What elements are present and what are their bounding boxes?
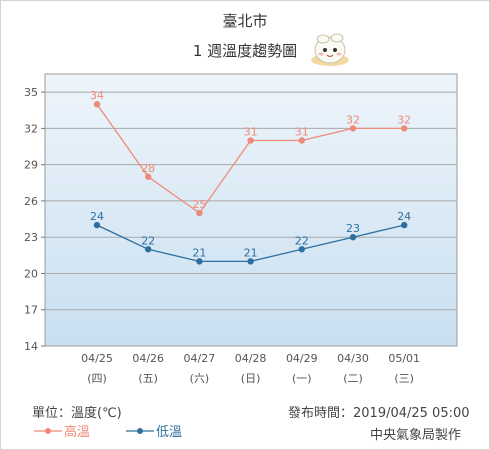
data-point	[93, 101, 101, 108]
y-axis-ticks: 14 17 20 23 26 29 32 35	[24, 86, 45, 353]
data-point	[247, 258, 254, 265]
data-point	[145, 173, 152, 180]
data-point	[196, 209, 203, 217]
plot-area	[44, 73, 458, 347]
y-tick-label: 20	[24, 267, 38, 280]
y-tick-label: 23	[24, 231, 38, 244]
y-tick-label: 32	[24, 122, 38, 135]
x-tick-weekday: (日)	[241, 372, 261, 385]
data-point	[349, 234, 357, 241]
data-label: 22	[295, 234, 309, 247]
x-tick-label: 04/29	[286, 352, 318, 365]
x-tick-label: 04/26	[132, 352, 164, 365]
data-label: 31	[295, 125, 309, 138]
x-tick-label: 04/28	[235, 352, 267, 365]
unit-label: 單位：溫度(℃)	[32, 406, 122, 421]
issued-time: 發布時間：2019/04/25 05:00	[288, 406, 470, 421]
data-label: 31	[244, 125, 258, 138]
data-label: 34	[90, 89, 104, 102]
x-tick-label: 04/27	[184, 352, 216, 365]
data-label: 28	[141, 162, 155, 175]
data-point	[401, 125, 408, 132]
data-label: 22	[141, 234, 155, 247]
x-tick-label: 04/25	[81, 352, 113, 365]
data-label: 23	[346, 222, 360, 235]
legend-low-label: 低溫	[156, 425, 183, 440]
data-label: 21	[192, 246, 206, 259]
data-label: 24	[90, 210, 104, 223]
data-point	[298, 246, 305, 253]
data-point	[93, 221, 101, 229]
source-label: 中央氣象局製作	[370, 428, 462, 443]
x-axis-ticks: 04/25 (四) 04/26 (五) 04/27 (六) 04/28 (日) 04/29 (一)…	[81, 352, 420, 385]
chart-title: 臺北市	[222, 12, 268, 30]
data-point	[401, 221, 408, 229]
x-tick-weekday: (五)	[138, 372, 158, 385]
chart-subtitle: 1 週溫度趨勢圖	[192, 42, 298, 60]
data-label: 24	[397, 210, 411, 223]
y-tick-label: 17	[24, 304, 38, 317]
x-tick-weekday: (六)	[190, 372, 210, 385]
y-tick-label: 26	[24, 195, 38, 208]
y-tick-label: 29	[24, 159, 38, 172]
mascot-icon	[311, 33, 349, 66]
data-point	[196, 258, 203, 265]
data-label: 25	[192, 198, 206, 211]
legend-high-label: 高溫	[64, 425, 91, 440]
data-point	[349, 125, 357, 132]
x-tick-weekday: (四)	[87, 372, 107, 385]
data-point	[247, 137, 254, 144]
data-point	[145, 246, 152, 253]
x-tick-weekday: (二)	[343, 372, 363, 385]
y-tick-label: 35	[24, 86, 38, 99]
x-tick-label: 04/30	[337, 352, 369, 365]
data-label: 21	[244, 246, 258, 259]
x-tick-label: 05/01	[388, 352, 420, 365]
data-label: 32	[397, 113, 411, 126]
legend-high-icon	[34, 428, 62, 434]
series-layer: 34 28 25 31 31 32 32 24 22 21 21 22 23 24	[90, 89, 411, 265]
y-tick-label: 14	[24, 340, 38, 353]
legend-low-icon	[126, 428, 154, 434]
data-label: 32	[346, 113, 360, 126]
x-tick-weekday: (一)	[292, 372, 312, 385]
x-tick-weekday: (三)	[394, 372, 414, 385]
data-point	[298, 137, 305, 144]
